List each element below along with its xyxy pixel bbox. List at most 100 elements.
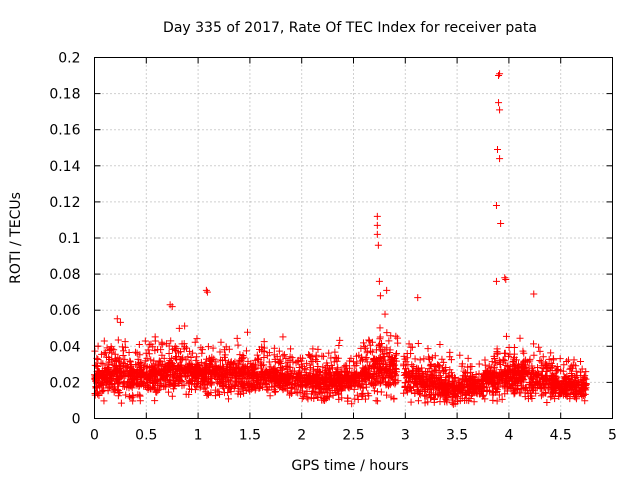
data-point: [303, 387, 311, 395]
data-point: [481, 395, 489, 403]
data-point: [409, 383, 417, 391]
data-point: [424, 345, 432, 353]
data-point: [186, 385, 194, 393]
data-point: [475, 360, 483, 368]
data-point: [171, 381, 179, 389]
data-point: [361, 344, 369, 352]
data-point: [154, 362, 162, 370]
data-point: [515, 389, 523, 397]
data-point: [274, 371, 282, 379]
data-point: [466, 375, 474, 383]
data-point: [427, 361, 435, 369]
y-tick-label: 0: [72, 412, 81, 428]
data-point: [207, 389, 215, 397]
data-point: [134, 355, 142, 363]
data-point: [171, 343, 179, 351]
y-axis-label: ROTI / TECUs: [8, 192, 24, 284]
data-point: [94, 342, 102, 350]
x-tick-label: 4.5: [550, 428, 572, 444]
data-point: [323, 392, 331, 400]
data-point: [529, 370, 537, 378]
data-point: [133, 365, 141, 373]
data-point: [167, 337, 175, 345]
data-point: [105, 358, 113, 366]
data-point: [220, 384, 228, 392]
data-point: [266, 392, 274, 400]
y-tick-label: 0.02: [49, 375, 80, 391]
data-point: [142, 364, 150, 372]
data-point: [563, 357, 571, 365]
data-point: [493, 359, 501, 367]
data-point: [360, 343, 368, 351]
data-point: [555, 393, 563, 401]
data-point: [460, 381, 468, 389]
data-point: [543, 399, 551, 407]
data-point: [522, 356, 530, 364]
data-point: [305, 375, 313, 383]
data-point: [432, 383, 440, 391]
data-point: [385, 337, 393, 345]
data-point: [202, 373, 210, 381]
data-point: [489, 391, 497, 399]
data-point: [273, 379, 281, 387]
data-point: [165, 342, 173, 350]
data-point: [547, 393, 555, 401]
data-point: [566, 378, 574, 386]
data-point: [410, 378, 418, 386]
data-point: [169, 363, 177, 371]
data-point: [114, 336, 122, 344]
data-point: [116, 375, 124, 383]
data-point: [510, 343, 518, 351]
data-point: [234, 390, 242, 398]
data-point: [335, 342, 343, 350]
data-point: [358, 353, 366, 361]
y-tick-label: 0.06: [49, 303, 80, 319]
data-point: [552, 385, 560, 393]
x-tick-label: 3.5: [446, 428, 468, 444]
data-point: [425, 355, 433, 363]
data-point: [453, 392, 461, 400]
data-point: [164, 388, 172, 396]
data-point: [314, 393, 322, 401]
data-point: [559, 367, 567, 375]
data-point: [299, 354, 307, 362]
data-point: [221, 351, 229, 359]
data-point: [214, 388, 222, 396]
data-point: [111, 383, 119, 391]
data-point: [570, 390, 578, 398]
data-point: [278, 384, 286, 392]
data-point: [145, 350, 153, 358]
data-point: [480, 373, 488, 381]
data-point: [468, 363, 476, 371]
data-point: [91, 391, 99, 399]
data-point: [464, 387, 472, 395]
data-point: [143, 354, 151, 362]
data-point: [167, 366, 175, 374]
data-point: [494, 349, 502, 357]
data-point: [147, 356, 155, 364]
data-point: [500, 367, 508, 375]
data-point: [202, 286, 210, 294]
data-point: [392, 368, 400, 376]
data-point: [120, 359, 128, 367]
data-point: [288, 380, 296, 388]
data-point: [496, 106, 504, 114]
data-point: [522, 367, 530, 375]
data-point: [380, 353, 388, 361]
data-point: [208, 353, 216, 361]
data-point: [438, 355, 446, 363]
data-point: [464, 363, 472, 371]
data-point: [321, 384, 329, 392]
data-point: [296, 381, 304, 389]
data-point: [313, 357, 321, 365]
data-point: [122, 391, 130, 399]
data-point: [286, 356, 294, 364]
data-point: [258, 347, 266, 355]
data-point: [383, 329, 391, 337]
data-point: [425, 376, 433, 384]
data-point: [503, 367, 511, 375]
data-point: [166, 356, 174, 364]
data-point: [381, 356, 389, 364]
data-point: [428, 371, 436, 379]
